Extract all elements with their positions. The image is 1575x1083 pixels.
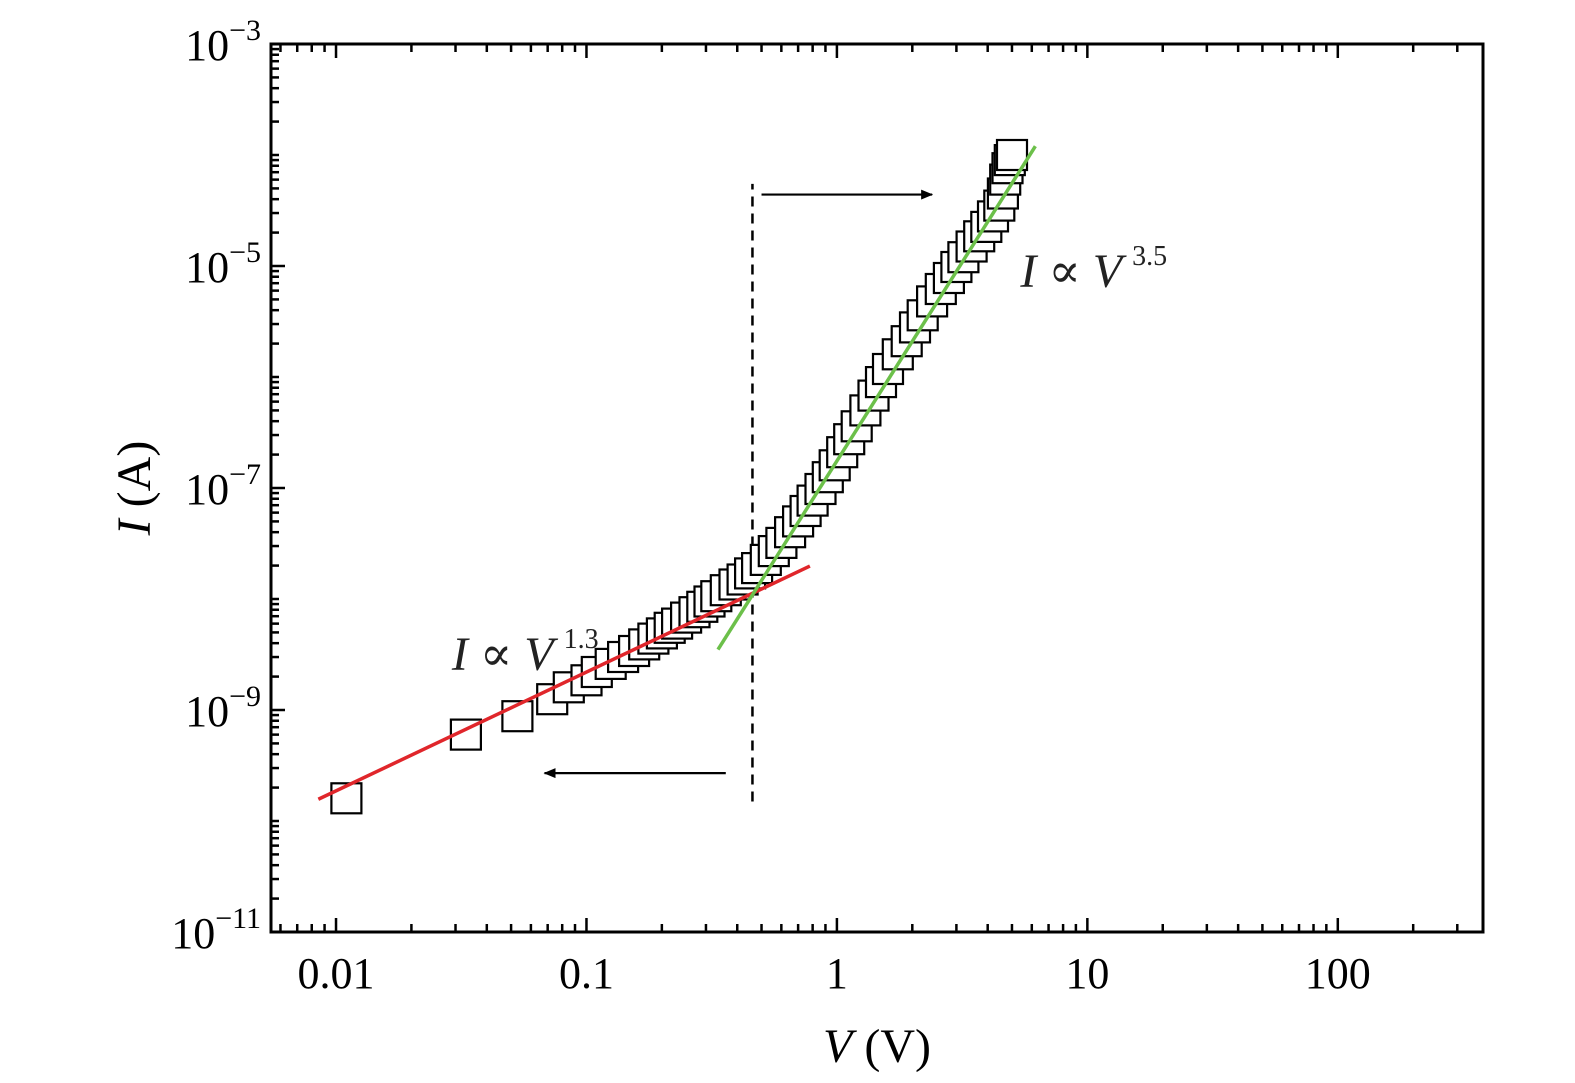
x-axis-unit: (V) — [852, 1020, 931, 1073]
y-axis-title: I (A) — [108, 441, 161, 537]
y-axis-var: I — [108, 517, 161, 536]
annotation-lhs: I — [1019, 245, 1038, 298]
axes — [269, 42, 1485, 934]
x-axis-var: V — [823, 1020, 857, 1073]
annotation-operator: ∝ — [468, 628, 524, 681]
y-tick-base: 10 — [185, 465, 229, 514]
green-fit-line — [716, 145, 1037, 651]
x-tick-label: 1 — [826, 949, 848, 998]
x-tick-label: 0.01 — [298, 949, 375, 998]
annotation-exponent: 3.5 — [1132, 241, 1167, 272]
x-tick-label: 0.1 — [559, 949, 614, 998]
y-tick-base: 10 — [185, 243, 229, 292]
annotation-var: V — [1093, 245, 1127, 298]
x-tick-label: 10 — [1065, 949, 1109, 998]
y-tick-exponent: −9 — [229, 680, 261, 713]
annotation-high: I ∝ V 3.5 — [1019, 241, 1167, 298]
data-points — [317, 138, 1037, 815]
y-tick-exponent: −7 — [229, 458, 261, 491]
y-axis-unit: (A) — [108, 441, 161, 520]
annotation-exponent: 1.3 — [564, 624, 599, 655]
y-tick-exponent: −5 — [229, 236, 261, 269]
plot-frame — [269, 42, 1485, 934]
y-tick-label: 10−5 — [185, 236, 261, 292]
y-tick-base: 10 — [185, 687, 229, 736]
annotation-operator: ∝ — [1036, 245, 1092, 298]
x-tick-label: 100 — [1305, 949, 1371, 998]
x-axis-title: V (V) — [823, 1020, 931, 1073]
data-point — [330, 782, 363, 815]
y-tick-label: 10−3 — [185, 14, 261, 70]
y-tick-base: 10 — [171, 909, 215, 958]
annotation-var: V — [524, 628, 558, 681]
annotation-lhs: I — [451, 628, 470, 681]
guides — [543, 183, 934, 802]
y-tick-exponent: −3 — [229, 14, 261, 47]
y-tick-label: 10−11 — [171, 902, 261, 958]
annotation-low: I ∝ V 1.3 — [451, 624, 599, 681]
y-tick-label: 10−7 — [185, 458, 261, 514]
y-tick-exponent: −11 — [215, 902, 261, 935]
red-fit-line — [317, 564, 811, 801]
y-tick-label: 10−9 — [185, 680, 261, 736]
y-tick-base: 10 — [185, 21, 229, 70]
